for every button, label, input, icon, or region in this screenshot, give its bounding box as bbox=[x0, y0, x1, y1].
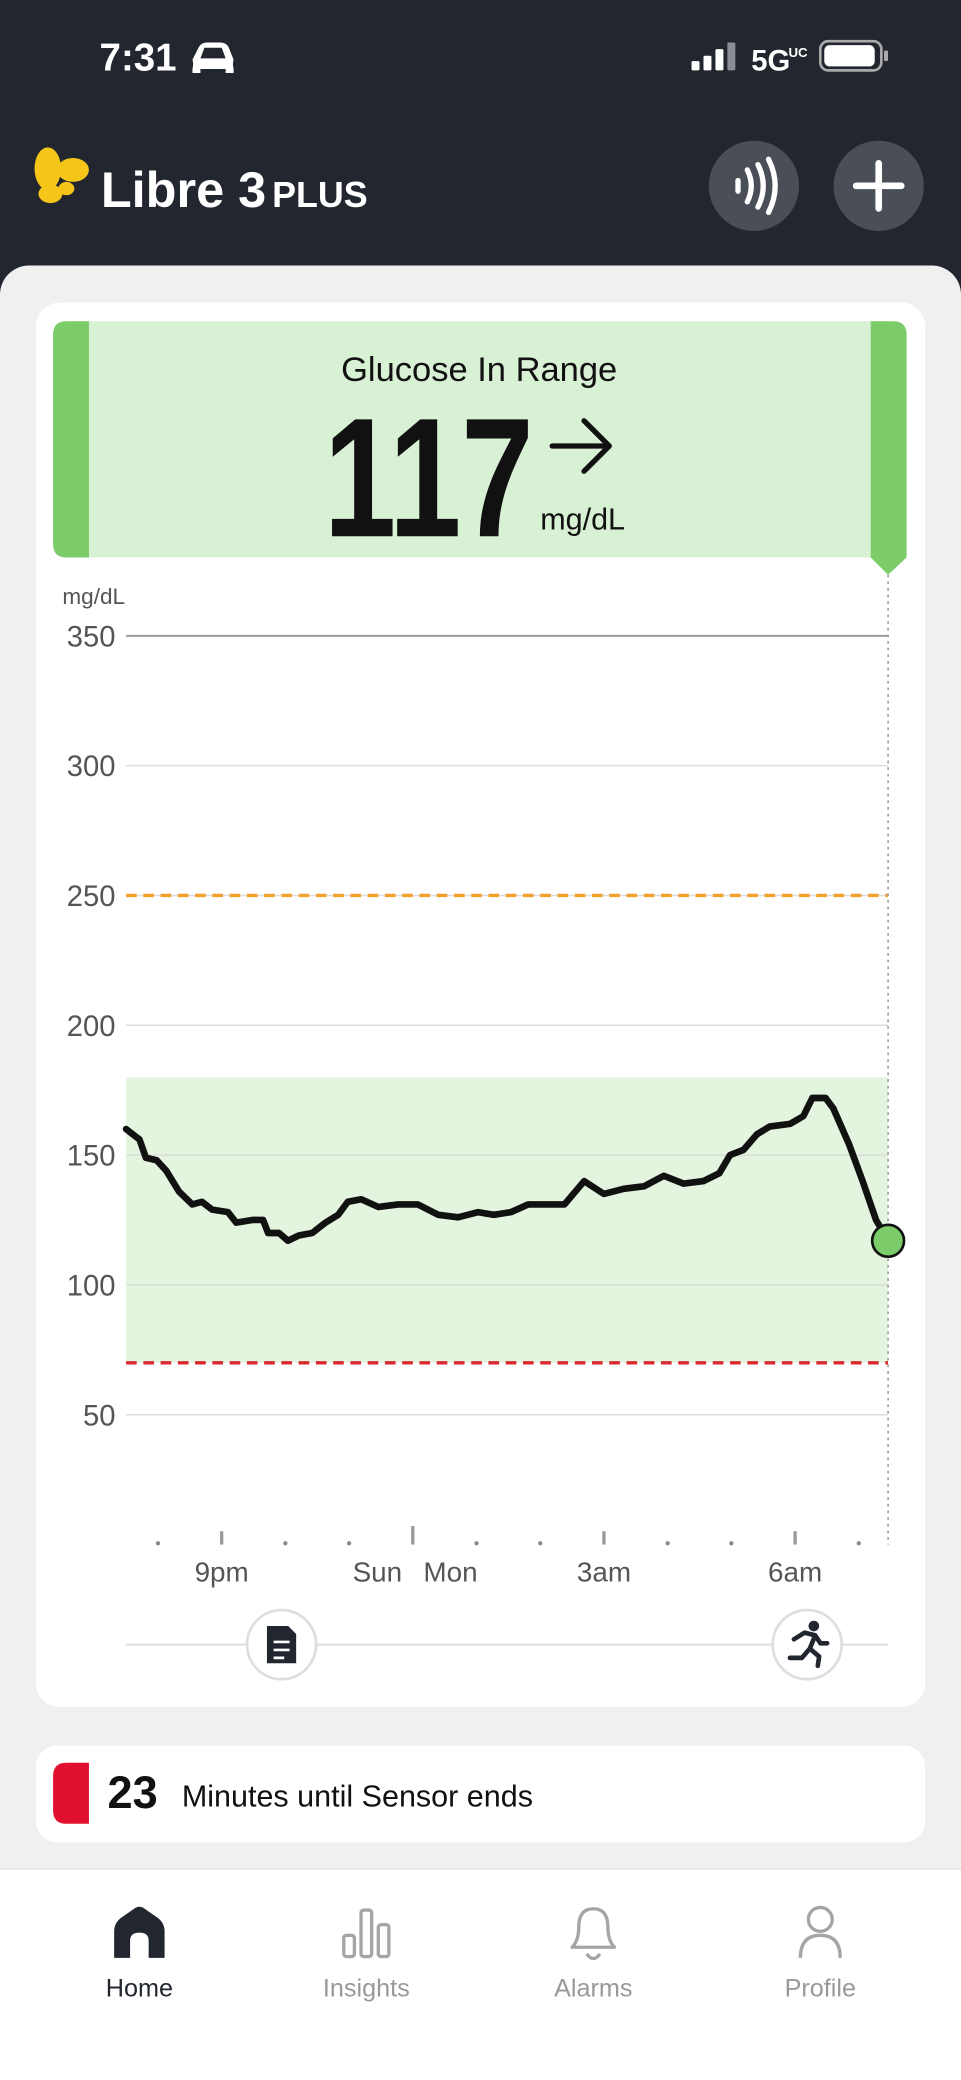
x-tick-label: Sun bbox=[353, 1557, 403, 1588]
app-name: Libre 3 bbox=[101, 161, 266, 218]
x-tick-label: Mon bbox=[423, 1557, 477, 1588]
current-reading-marker bbox=[870, 1223, 906, 1259]
x-minor-tick bbox=[729, 1541, 734, 1546]
nav-home[interactable]: Home bbox=[106, 1906, 173, 2003]
x-minor-tick bbox=[346, 1541, 352, 1546]
y-tick-label: 100 bbox=[67, 1271, 116, 1303]
car-icon bbox=[192, 42, 234, 74]
runner-body bbox=[787, 1630, 830, 1669]
y-tick-label: 250 bbox=[67, 881, 116, 913]
nav-label: Profile bbox=[785, 1974, 856, 2002]
glucose-value: 117 bbox=[324, 383, 534, 573]
x-minor-tick bbox=[856, 1541, 861, 1546]
x-minor-tick bbox=[283, 1541, 288, 1546]
battery-icon bbox=[818, 39, 888, 72]
x-minor-tick bbox=[665, 1541, 670, 1546]
exercise-event[interactable] bbox=[771, 1608, 844, 1681]
glucose-banner bbox=[53, 321, 907, 558]
x-tick-label: 9pm bbox=[195, 1557, 249, 1588]
sensor-indicator bbox=[53, 1762, 89, 1824]
add-button[interactable] bbox=[833, 140, 924, 231]
sensor-card bbox=[35, 1745, 926, 1843]
y-tick-label: 200 bbox=[67, 1011, 116, 1043]
nav-label: Alarms bbox=[554, 1974, 632, 2002]
network-sub-label: UC bbox=[788, 45, 808, 60]
x-tick-label: 6am bbox=[768, 1557, 822, 1588]
banner-left-bar bbox=[53, 321, 89, 558]
event-circle bbox=[771, 1608, 844, 1681]
nav-label: Insights bbox=[323, 1974, 410, 2002]
x-minor-tick bbox=[538, 1541, 543, 1546]
banner-right-bar bbox=[870, 321, 907, 575]
sensor-minutes: 23 bbox=[108, 1767, 158, 1818]
x-tick-label: 3am bbox=[577, 1557, 631, 1588]
nav-profile[interactable]: Profile bbox=[785, 1905, 856, 2002]
nav-label: Home bbox=[106, 1974, 173, 2002]
x-minor-tick bbox=[155, 1541, 161, 1546]
logo-butterfly bbox=[34, 147, 89, 204]
signal-icon bbox=[691, 42, 736, 71]
glucose-chart: 50 100 150 200 250 300 350 9pm Sun Mon 3am 6am bbox=[67, 574, 906, 1681]
status-time: 7:31 bbox=[100, 36, 177, 79]
runner-head bbox=[808, 1620, 820, 1632]
y-tick-label: 50 bbox=[83, 1400, 115, 1432]
glucose-unit: mg/dL bbox=[540, 503, 625, 537]
y-tick-label: 300 bbox=[67, 751, 116, 783]
nav-insights[interactable]: Insights bbox=[323, 1908, 410, 2002]
note-icon bbox=[266, 1626, 297, 1664]
note-event[interactable] bbox=[245, 1608, 318, 1681]
sensor-text: Minutes until Sensor ends bbox=[182, 1780, 533, 1814]
trend-arrow bbox=[549, 418, 612, 474]
y-tick-label: 150 bbox=[67, 1141, 116, 1173]
nav-bar bbox=[0, 1868, 961, 2080]
note-lines bbox=[273, 1640, 290, 1660]
glucose-line bbox=[122, 1094, 892, 1245]
app-edition: PLUS bbox=[272, 175, 368, 215]
y-tick-label: 350 bbox=[67, 621, 116, 653]
scan-button[interactable] bbox=[708, 140, 800, 231]
glucose-status: Glucose In Range bbox=[341, 351, 617, 389]
network-label: 5G bbox=[751, 45, 790, 77]
x-minor-tick bbox=[474, 1541, 479, 1546]
y-axis-label: mg/dL bbox=[62, 584, 125, 609]
nav-alarms[interactable]: Alarms bbox=[554, 1907, 633, 2003]
